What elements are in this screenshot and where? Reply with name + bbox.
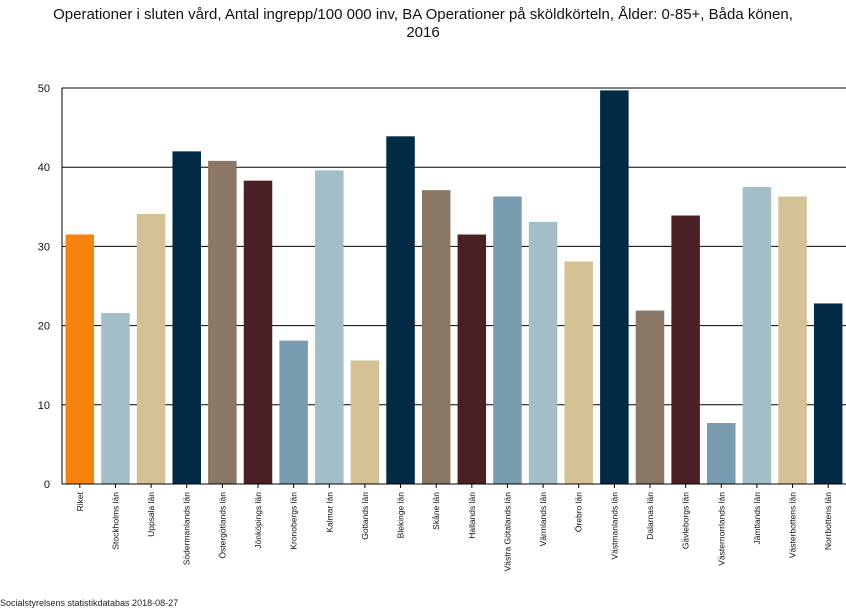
chart-title: Operationer i sluten vård, Antal ingrepp…	[0, 6, 846, 42]
bar	[243, 180, 273, 484]
x-category-label: Västmanlands län	[609, 492, 619, 560]
bar	[742, 187, 772, 484]
x-category-label: Riket	[75, 491, 85, 511]
bar	[279, 340, 308, 484]
x-category-label: Blekinge län	[396, 492, 406, 539]
x-category-label: Västerbottens län	[788, 492, 798, 558]
x-category-label: Södermanlands län	[182, 492, 192, 566]
bar	[421, 190, 451, 484]
bar	[813, 303, 843, 484]
bar	[386, 136, 415, 484]
bar	[457, 234, 487, 484]
bar	[172, 151, 201, 485]
y-tick-label: 20	[38, 321, 50, 333]
x-category-label: Norrbottens län	[823, 492, 833, 550]
x-category-label: Hallands län	[467, 492, 477, 539]
x-category-label: Östergötlands län	[217, 492, 227, 559]
x-category-label: Stockholms län	[110, 492, 120, 550]
chart-title-line1: Operationer i sluten vård, Antal ingrepp…	[53, 6, 793, 23]
y-tick-label: 30	[38, 241, 50, 253]
bar	[707, 423, 736, 484]
x-category-label: Kalmar län	[324, 492, 334, 533]
x-category-label: Kronobergs län	[289, 492, 299, 550]
bar	[778, 196, 807, 484]
x-category-label: Gotlands län	[360, 492, 370, 540]
x-category-label: Örebro län	[574, 492, 584, 532]
y-tick-label: 0	[44, 479, 50, 491]
bar	[350, 360, 380, 484]
bar	[600, 90, 629, 484]
y-tick-label: 50	[38, 83, 50, 95]
x-category-label: Uppsala län	[146, 492, 156, 537]
x-category-label: Värmlands län	[538, 492, 548, 547]
x-category-label: Gävleborgs län	[681, 492, 691, 549]
bar	[528, 221, 558, 484]
bar	[101, 312, 130, 484]
x-category-label: Skåne län	[431, 492, 441, 530]
bar	[208, 160, 237, 484]
bar	[635, 310, 665, 484]
x-category-label: Dalarnas län	[645, 492, 655, 540]
bar	[315, 170, 344, 485]
x-category-label: Västernorrlands län	[716, 492, 726, 566]
chart-title-line2: 2016	[406, 24, 440, 41]
x-category-label: Jönköpings län	[253, 492, 263, 549]
bar	[564, 261, 593, 484]
x-category-label: Jämtlands län	[752, 492, 762, 545]
bar	[493, 196, 522, 484]
bar	[671, 215, 700, 484]
bar	[65, 234, 95, 484]
y-tick-label: 10	[38, 400, 50, 412]
x-category-label: Västra Götalands län	[502, 492, 512, 572]
source-note: Socialstyrelsens statistikdatabas 2018-0…	[0, 598, 179, 608]
y-tick-label: 40	[38, 162, 50, 174]
bar	[136, 213, 166, 485]
